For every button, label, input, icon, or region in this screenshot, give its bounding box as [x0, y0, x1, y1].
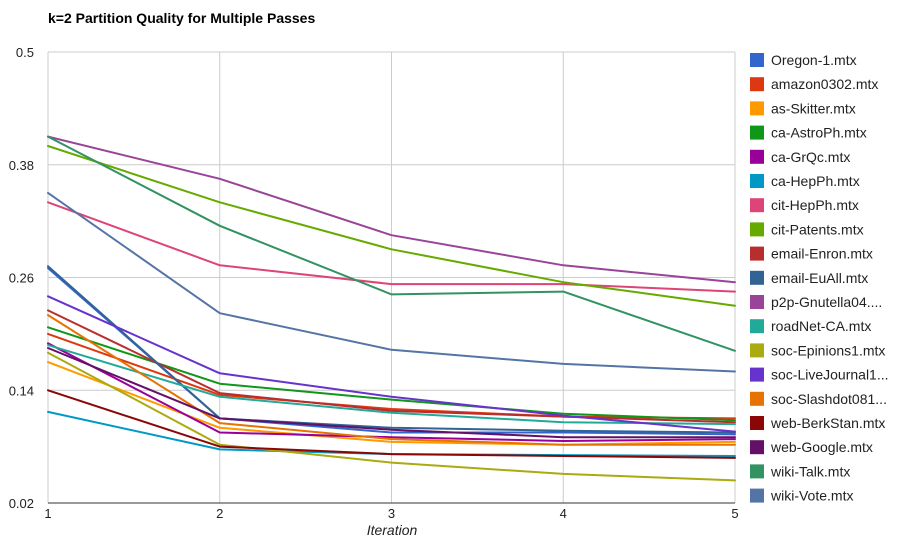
series-line-15[interactable] — [47, 314, 736, 446]
series-line-19[interactable] — [47, 191, 736, 373]
legend-label: cit-HepPh.mtx — [771, 197, 859, 213]
legend-label: soc-LiveJournal1... — [771, 367, 889, 383]
series-line-2[interactable] — [47, 332, 736, 420]
legend-label: soc-Epinions1.mtx — [771, 342, 885, 358]
legend-swatch — [750, 77, 764, 92]
y-tick-label: 0.14 — [9, 383, 34, 398]
series-line-13[interactable] — [47, 351, 736, 482]
legend-item[interactable]: Oregon-1.mtx — [750, 52, 857, 68]
series-line-10[interactable] — [47, 265, 736, 434]
legend-label: p2p-Gnutella04.... — [771, 294, 882, 310]
series-line-16[interactable] — [47, 389, 736, 459]
series-line-14[interactable] — [47, 295, 736, 433]
y-tick-label: 0.38 — [9, 158, 34, 173]
legend-swatch — [750, 149, 764, 164]
legend-label: email-Enron.mtx — [771, 246, 873, 262]
legend-item[interactable]: ca-HepPh.mtx — [750, 173, 860, 189]
x-tick-label: 2 — [216, 506, 223, 521]
legend-item[interactable]: soc-Slashdot081... — [750, 391, 887, 407]
legend-item[interactable]: wiki-Talk.mtx — [750, 463, 850, 479]
legend-swatch — [750, 198, 764, 213]
series-line-18[interactable] — [47, 135, 736, 352]
series-line-11[interactable] — [47, 135, 736, 284]
legend-swatch — [750, 295, 764, 309]
legend-label: as-Skitter.mtx — [771, 100, 856, 116]
legend-item[interactable]: wiki-Vote.mtx — [750, 488, 853, 504]
legend-item[interactable]: email-Enron.mtx — [750, 246, 873, 262]
legend-swatch — [750, 270, 764, 285]
legend[interactable]: Oregon-1.mtx amazon0302.mtx as-Skitter.mtx… — [750, 52, 889, 504]
legend-swatch — [750, 391, 764, 406]
legend-item[interactable]: soc-Epinions1.mtx — [750, 342, 885, 358]
x-tick-label: 1 — [44, 506, 51, 521]
series-lines — [47, 135, 736, 482]
legend-swatch — [750, 416, 764, 430]
series-line-7[interactable] — [47, 201, 736, 293]
chart-title: k=2 Partition Quality for Multiple Passe… — [48, 10, 316, 26]
series-line-12[interactable] — [47, 344, 736, 426]
legend-label: web-BerkStan.mtx — [770, 415, 885, 431]
x-axis-title: Iteration — [367, 522, 418, 538]
legend-swatch — [750, 343, 764, 358]
y-tick-label: 0.5 — [16, 45, 34, 60]
legend-swatch — [750, 174, 764, 188]
legend-item[interactable]: ca-AstroPh.mtx — [750, 125, 867, 141]
y-tick-label: 0.26 — [9, 271, 34, 286]
legend-label: ca-HepPh.mtx — [771, 173, 860, 189]
legend-label: wiki-Vote.mtx — [770, 488, 853, 504]
legend-label: cit-Patents.mtx — [771, 221, 864, 237]
legend-swatch — [750, 125, 764, 140]
legend-item[interactable]: p2p-Gnutella04.... — [750, 294, 882, 310]
legend-item[interactable]: cit-Patents.mtx — [750, 221, 864, 237]
legend-item[interactable]: as-Skitter.mtx — [750, 100, 856, 116]
x-tick-label: 3 — [388, 506, 395, 521]
legend-item[interactable]: roadNet-CA.mtx — [750, 318, 871, 334]
legend-label: web-Google.mtx — [770, 439, 873, 455]
legend-swatch — [750, 222, 764, 237]
axes: 1 2 3 4 5 0.5 0.38 0.26 0.14 0.02 — [9, 45, 739, 521]
series-line-5[interactable] — [47, 342, 736, 442]
legend-item[interactable]: soc-LiveJournal1... — [750, 367, 889, 383]
legend-item[interactable]: web-BerkStan.mtx — [750, 415, 885, 431]
legend-item[interactable]: email-EuAll.mtx — [750, 270, 868, 286]
legend-label: wiki-Talk.mtx — [770, 463, 850, 479]
x-tick-label: 5 — [731, 506, 738, 521]
legend-label: ca-GrQc.mtx — [771, 149, 850, 165]
legend-item[interactable]: web-Google.mtx — [750, 439, 873, 455]
legend-label: ca-AstroPh.mtx — [771, 125, 867, 141]
legend-swatch — [750, 246, 764, 261]
legend-swatch — [750, 101, 764, 116]
legend-label: Oregon-1.mtx — [771, 52, 857, 68]
legend-item[interactable]: ca-GrQc.mtx — [750, 149, 850, 165]
legend-label: roadNet-CA.mtx — [771, 318, 871, 334]
x-tick-label: 4 — [560, 506, 567, 521]
legend-swatch — [750, 440, 764, 455]
legend-item[interactable]: amazon0302.mtx — [750, 76, 878, 92]
series-line-17[interactable] — [47, 347, 736, 439]
legend-swatch — [750, 367, 764, 382]
legend-swatch — [750, 464, 764, 479]
series-line-9[interactable] — [47, 309, 736, 424]
legend-swatch — [750, 319, 764, 334]
legend-label: amazon0302.mtx — [771, 76, 878, 92]
legend-swatch — [750, 53, 764, 67]
legend-label: email-EuAll.mtx — [771, 270, 868, 286]
series-line-8[interactable] — [47, 145, 736, 307]
legend-label: soc-Slashdot081... — [771, 391, 887, 407]
y-tick-label: 0.02 — [9, 496, 34, 511]
legend-item[interactable]: cit-HepPh.mtx — [750, 197, 859, 213]
legend-swatch — [750, 488, 764, 503]
